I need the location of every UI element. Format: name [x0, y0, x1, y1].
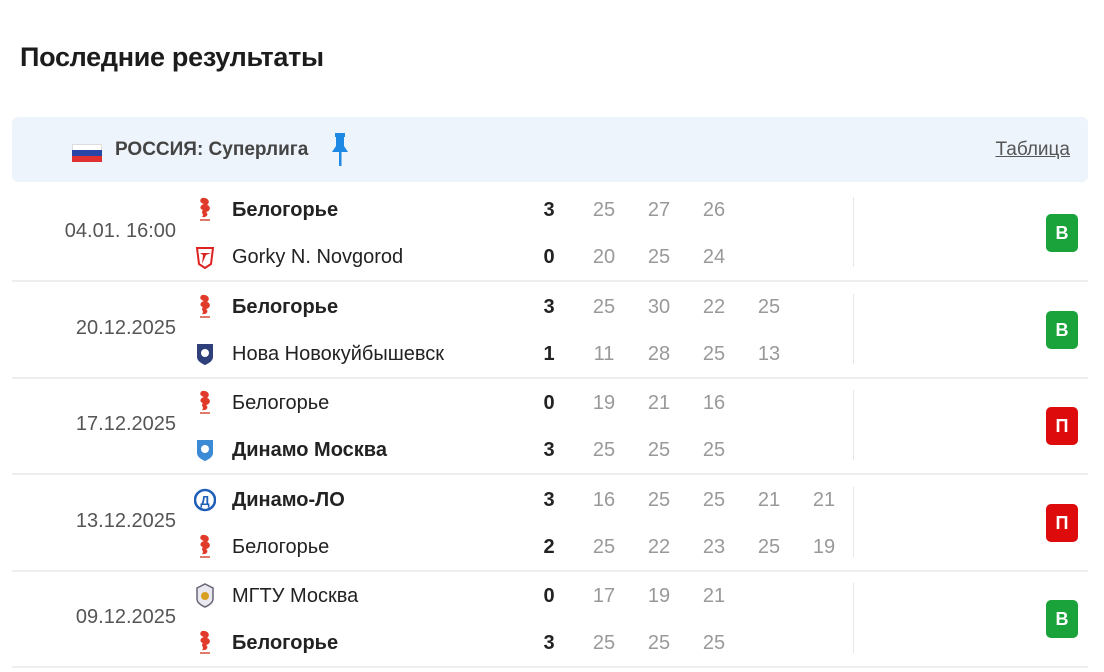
set-score: 19 — [592, 392, 616, 414]
team-name[interactable]: Динамо Москва — [232, 439, 387, 461]
set-score: 27 — [647, 199, 671, 221]
set-score: 25 — [592, 632, 616, 654]
set-score: 21 — [757, 488, 781, 511]
team-logo-dynamo-moscow-logo — [194, 437, 216, 463]
set-score: 19 — [812, 535, 836, 558]
standings-table-link[interactable]: Таблица — [995, 139, 1071, 160]
divider — [853, 197, 854, 267]
team-name[interactable]: Белогорье — [232, 392, 330, 414]
set-score: 20 — [592, 246, 616, 268]
set-score: 24 — [702, 246, 726, 268]
match-date: 20.12.2025 — [75, 316, 176, 339]
set-score: 21 — [812, 488, 836, 511]
set-score: 13 — [757, 342, 781, 365]
set-score: 25 — [592, 295, 616, 318]
match-row[interactable]: 09.12.2025 МГТУ Москва 0 17 19 21 Белогорье 3 25… — [12, 571, 1088, 668]
match-row[interactable]: 04.01. 16:00 Белогорье 3 25 27 26 Gorky N. Nov… — [12, 185, 1088, 282]
match-row[interactable]: 17.12.2025 Белогорье 0 19 21 16 Динамо Москва 3… — [12, 378, 1088, 475]
section-title: Последние результаты — [20, 42, 324, 72]
set-score: 25 — [592, 199, 616, 221]
team-score: 0 — [543, 392, 555, 414]
set-score: 19 — [647, 585, 671, 607]
set-score: 30 — [647, 295, 671, 318]
set-score: 22 — [647, 535, 671, 558]
match-date: 09.12.2025 — [75, 606, 176, 628]
set-score: 25 — [647, 246, 671, 268]
team-score: 0 — [543, 246, 555, 268]
team-name[interactable]: МГТУ Москва — [232, 585, 359, 607]
result-badge-win: В — [1046, 214, 1078, 252]
set-score: 21 — [702, 585, 726, 607]
team-logo-belogorie-logo — [194, 630, 216, 656]
team-name[interactable]: Белогорье — [232, 295, 339, 318]
team-logo-belogorie-logo — [194, 390, 216, 416]
team-logo-nova-logo — [194, 341, 216, 367]
set-score: 25 — [702, 342, 726, 365]
team-name[interactable]: Белогорье — [232, 632, 339, 654]
team-score: 3 — [543, 632, 555, 654]
set-score: 25 — [647, 488, 671, 511]
league-header: РОССИЯ: Суперлига Таблица — [12, 117, 1088, 182]
team-score: 0 — [543, 585, 555, 607]
set-score: 25 — [592, 439, 616, 461]
team-logo-belogorie-logo — [194, 294, 216, 320]
match-row[interactable]: 20.12.2025 Белогорье 3 25 30 22 25 Нова Новокуй… — [12, 282, 1088, 379]
match-date: 13.12.2025 — [75, 509, 176, 532]
divider — [853, 486, 854, 557]
team-name[interactable]: Белогорье — [232, 535, 330, 558]
team-score: 2 — [543, 535, 555, 558]
match-date: 04.01. 16:00 — [64, 220, 176, 242]
divider — [853, 583, 854, 653]
result-badge-loss: П — [1046, 407, 1078, 445]
team-score: 3 — [543, 295, 555, 318]
team-score: 3 — [543, 439, 555, 461]
set-score: 25 — [757, 535, 781, 558]
result-badge-loss: П — [1046, 503, 1078, 542]
team-score: 3 — [543, 199, 555, 221]
set-score: 25 — [592, 535, 616, 558]
team-name[interactable]: Gorky N. Novgorod — [232, 246, 404, 268]
set-score: 16 — [592, 488, 616, 511]
svg-text:Д: Д — [200, 493, 210, 508]
team-logo-belogorie-logo — [194, 534, 216, 560]
divider — [853, 390, 854, 460]
team-logo-dynamo-lo-logo: Д — [193, 487, 217, 513]
match-row[interactable]: 13.12.2025 Д Динамо-ЛО 3 16 25 25 21 21 Белогорье… — [12, 475, 1088, 572]
set-score: 25 — [702, 439, 726, 461]
team-name[interactable]: Белогорье — [232, 199, 339, 221]
set-score: 25 — [647, 439, 671, 461]
set-score: 23 — [702, 535, 726, 558]
set-score: 26 — [702, 199, 726, 221]
team-score: 1 — [543, 342, 555, 365]
match-date: 17.12.2025 — [75, 413, 176, 435]
set-score: 22 — [702, 295, 726, 318]
set-score: 11 — [593, 342, 615, 365]
team-logo-gorky-logo — [194, 244, 216, 270]
set-score: 16 — [702, 392, 726, 414]
set-score: 28 — [647, 342, 671, 365]
set-score: 25 — [702, 488, 726, 511]
set-score: 21 — [647, 392, 671, 414]
team-logo-mgtu-logo — [194, 583, 216, 609]
team-logo-belogorie-logo — [194, 197, 216, 223]
result-badge-win: В — [1046, 310, 1078, 349]
russia-flag-icon — [72, 144, 102, 162]
set-score: 25 — [757, 295, 781, 318]
league-name[interactable]: РОССИЯ: Суперлига — [115, 139, 309, 160]
team-name[interactable]: Динамо-ЛО — [232, 488, 345, 511]
team-name[interactable]: Нова Новокуйбышевск — [232, 342, 445, 365]
team-score: 3 — [543, 488, 555, 511]
set-score: 17 — [592, 585, 616, 607]
divider — [853, 293, 854, 364]
set-score: 25 — [702, 632, 726, 654]
set-score: 25 — [647, 632, 671, 654]
pin-icon[interactable] — [330, 132, 350, 168]
result-badge-win: В — [1046, 600, 1078, 638]
